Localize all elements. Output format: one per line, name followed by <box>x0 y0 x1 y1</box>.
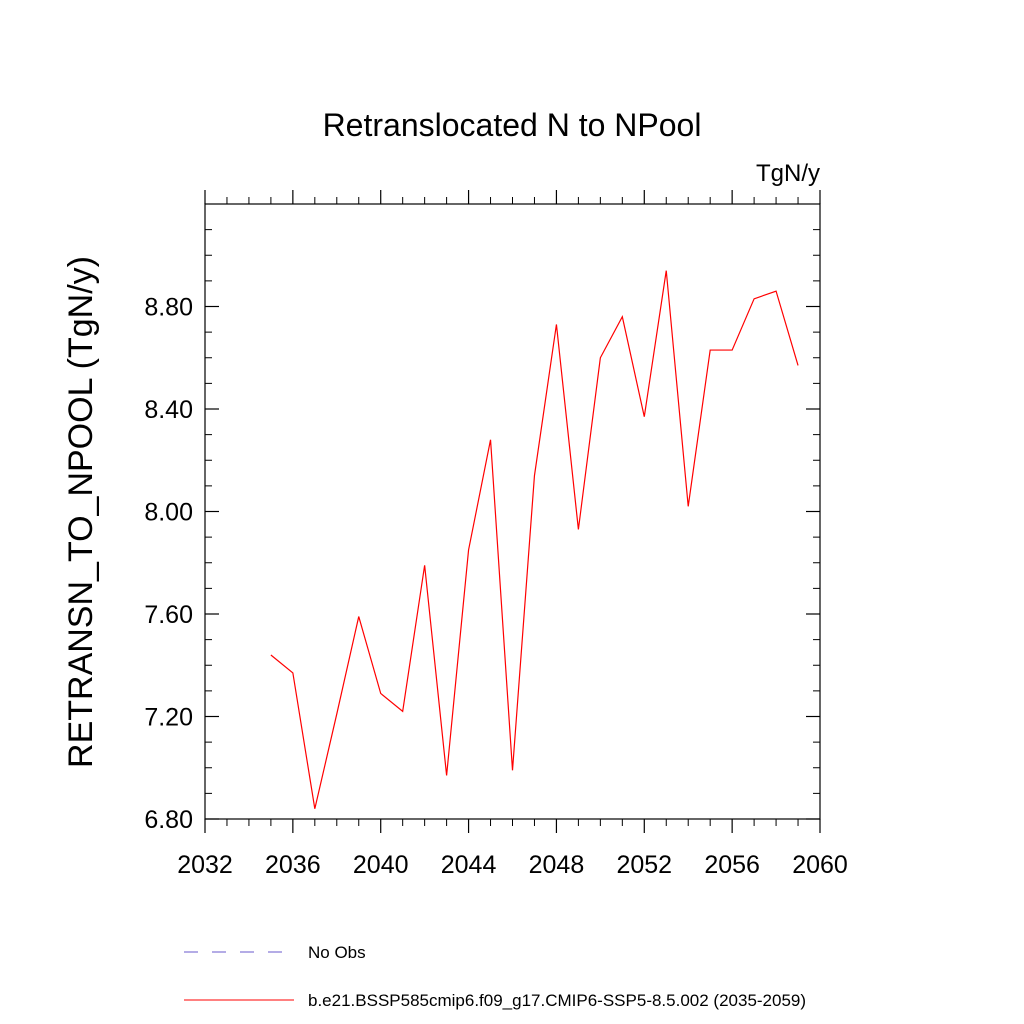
x-tick-label: 2056 <box>704 851 760 879</box>
x-tick-label: 2036 <box>265 851 321 879</box>
x-tick-label: 2044 <box>441 851 497 879</box>
x-tick-label: 2048 <box>529 851 585 879</box>
plot-frame <box>204 203 821 820</box>
ticks-layer <box>204 190 821 833</box>
x-tick-labels: 2032 2036 2040 2044 2048 2052 2056 2060 <box>177 851 848 879</box>
y-tick-labels: 6.80 7.20 7.60 8.00 8.40 8.80 <box>144 294 193 835</box>
y-tick-label: 8.00 <box>144 499 193 527</box>
x-tick-label: 2060 <box>792 851 848 879</box>
y-tick-label: 6.80 <box>144 806 193 834</box>
y-axis-label: RETRANSN_TO_NPOOL (TgN/y) <box>62 256 100 768</box>
units-label: TgN/y <box>756 160 820 187</box>
series-layer <box>270 270 799 809</box>
chart-title: Retranslocated N to NPool <box>323 107 702 143</box>
x-tick-label: 2032 <box>177 851 233 879</box>
series-line <box>270 270 799 809</box>
x-tick-label: 2040 <box>353 851 409 879</box>
y-tick-label: 7.60 <box>144 601 193 629</box>
legend: No Obs b.e21.BSSP585cmip6.f09_g17.CMIP6-S… <box>184 943 806 1010</box>
legend-label: No Obs <box>308 943 366 962</box>
y-tick-label: 8.40 <box>144 396 193 424</box>
y-tick-label: 8.80 <box>144 294 193 322</box>
legend-label: b.e21.BSSP585cmip6.f09_g17.CMIP6-SSP5-8.… <box>308 991 806 1010</box>
x-tick-label: 2052 <box>616 851 672 879</box>
y-tick-label: 7.20 <box>144 704 193 732</box>
